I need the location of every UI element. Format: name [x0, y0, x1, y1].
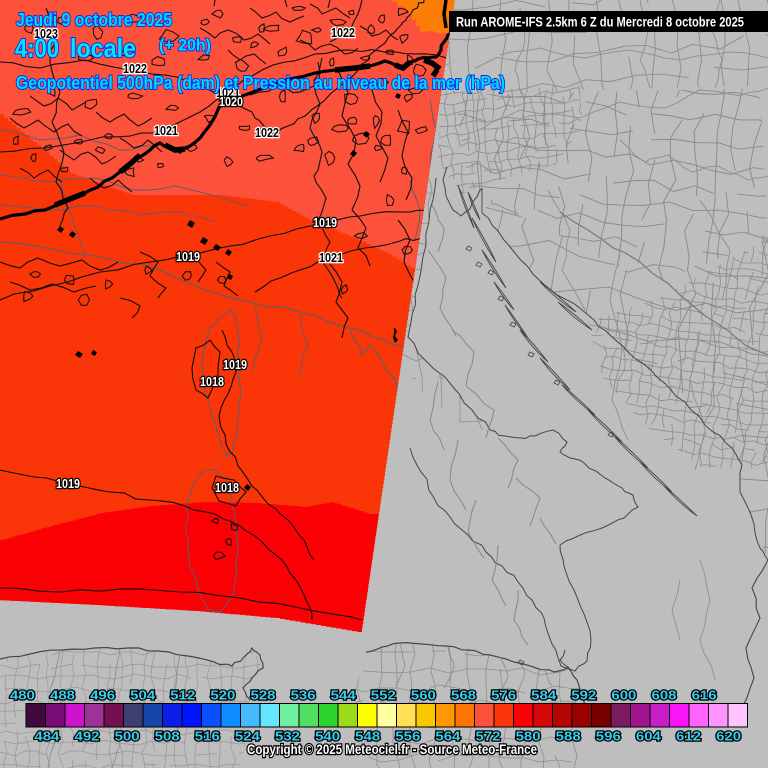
- svg-text:1021: 1021: [154, 123, 178, 138]
- svg-text:560: 560: [411, 688, 436, 703]
- svg-text:600: 600: [611, 688, 636, 703]
- svg-text:584: 584: [531, 688, 557, 703]
- svg-text:620: 620: [716, 729, 741, 744]
- svg-text:1018: 1018: [200, 374, 224, 389]
- svg-text:488: 488: [50, 688, 75, 703]
- svg-text:1021: 1021: [319, 250, 343, 265]
- svg-text:576: 576: [491, 688, 516, 703]
- svg-text:616: 616: [692, 688, 717, 703]
- svg-text:612: 612: [676, 729, 701, 744]
- svg-text:1022: 1022: [331, 25, 355, 40]
- svg-text:1022: 1022: [123, 61, 147, 76]
- svg-text:1018: 1018: [215, 480, 239, 495]
- svg-text:1019: 1019: [176, 249, 200, 264]
- svg-text:592: 592: [571, 688, 596, 703]
- svg-text:556: 556: [395, 729, 420, 744]
- svg-text:548: 548: [355, 729, 380, 744]
- svg-text:596: 596: [596, 729, 621, 744]
- svg-text:544: 544: [331, 688, 357, 703]
- svg-text:Copyright © 2025 Meteociel.fr: Copyright © 2025 Meteociel.fr - Source M…: [247, 742, 537, 757]
- svg-text:552: 552: [371, 688, 396, 703]
- svg-text:492: 492: [75, 729, 100, 744]
- svg-text:532: 532: [275, 729, 300, 744]
- svg-text:512: 512: [170, 688, 195, 703]
- svg-text:516: 516: [195, 729, 220, 744]
- svg-text:520: 520: [210, 688, 235, 703]
- svg-text:(+ 20h): (+ 20h): [159, 37, 211, 55]
- svg-text:1020: 1020: [219, 94, 243, 109]
- svg-text:588: 588: [556, 729, 581, 744]
- svg-text:508: 508: [155, 729, 180, 744]
- svg-text:1019: 1019: [223, 357, 247, 372]
- svg-text:608: 608: [652, 688, 677, 703]
- svg-text:Run AROME-IFS 2.5km 6 Z du Mer: Run AROME-IFS 2.5km 6 Z du Mercredi 8 oc…: [456, 14, 744, 30]
- svg-text:540: 540: [315, 729, 340, 744]
- svg-text:Jeudi 9 octobre 2025: Jeudi 9 octobre 2025: [16, 10, 172, 30]
- svg-text:572: 572: [476, 729, 501, 744]
- svg-text:528: 528: [251, 688, 276, 703]
- svg-text:480: 480: [10, 688, 35, 703]
- svg-text:568: 568: [451, 688, 476, 703]
- svg-text:1019: 1019: [56, 476, 80, 491]
- svg-text:564: 564: [435, 729, 461, 744]
- svg-text:1019: 1019: [313, 215, 337, 230]
- svg-text:1023: 1023: [34, 26, 58, 41]
- svg-text:536: 536: [291, 688, 316, 703]
- svg-text:580: 580: [516, 729, 541, 744]
- svg-text:Geopotentiel 500hPa (dam) et P: Geopotentiel 500hPa (dam) et Pression au…: [16, 73, 505, 93]
- svg-text:1021: 1021: [216, 85, 240, 100]
- svg-text:496: 496: [90, 688, 115, 703]
- svg-text:locale: locale: [70, 33, 136, 63]
- svg-text:500: 500: [115, 729, 140, 744]
- svg-text:1022: 1022: [255, 125, 279, 140]
- svg-text:4:00: 4:00: [15, 33, 59, 63]
- svg-text:504: 504: [130, 688, 156, 703]
- svg-text:524: 524: [235, 729, 261, 744]
- svg-text:484: 484: [34, 729, 60, 744]
- svg-text:604: 604: [636, 729, 662, 744]
